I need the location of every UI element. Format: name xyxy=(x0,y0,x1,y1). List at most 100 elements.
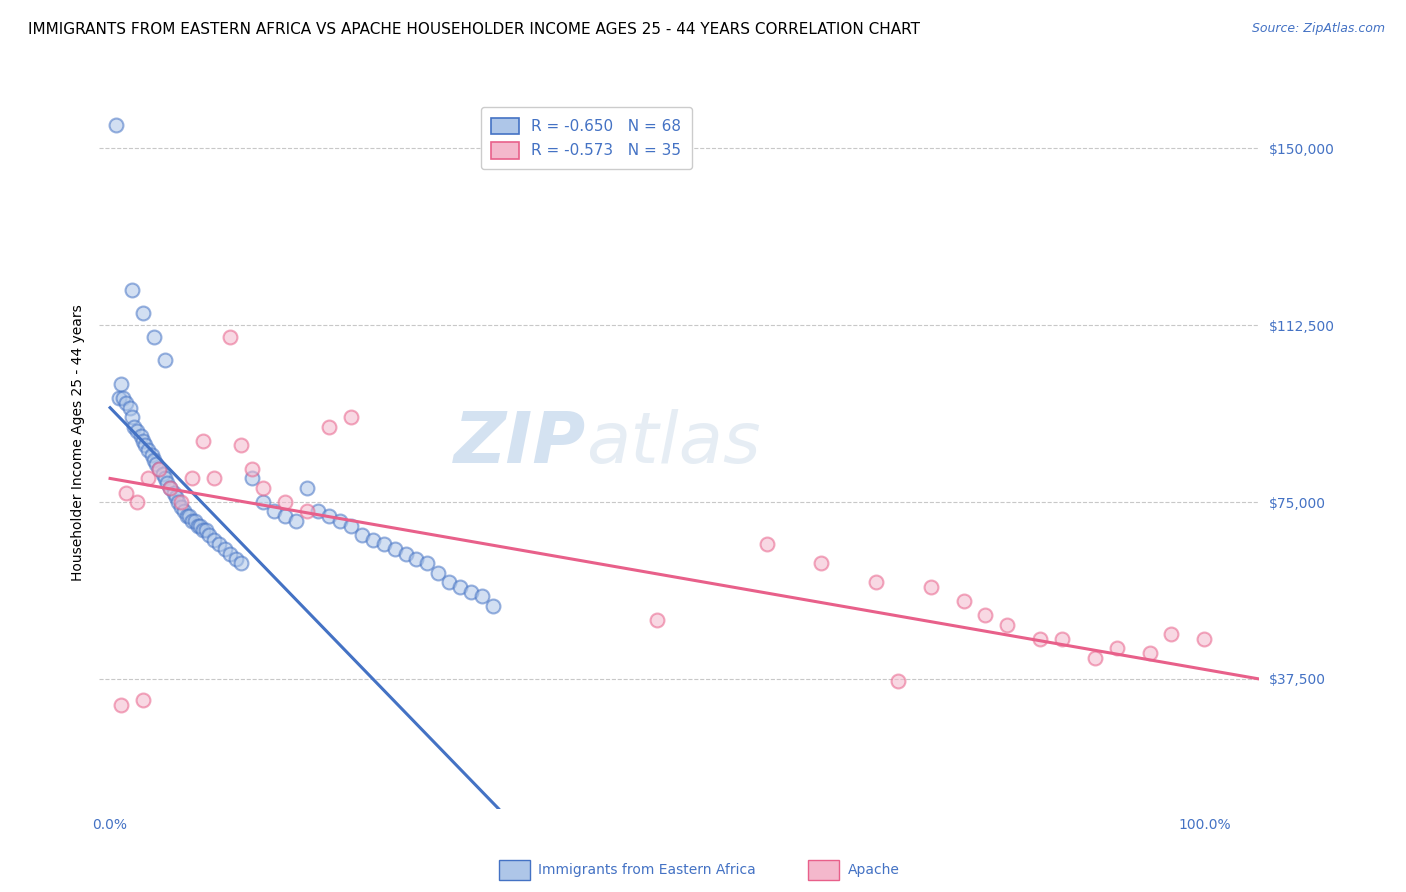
Legend: R = -0.650   N = 68, R = -0.573   N = 35: R = -0.650 N = 68, R = -0.573 N = 35 xyxy=(481,107,692,169)
Point xyxy=(482,599,505,613)
Point xyxy=(645,613,668,627)
Point xyxy=(132,693,155,707)
Text: Apache: Apache xyxy=(848,863,900,877)
Point xyxy=(427,566,450,580)
Point xyxy=(405,551,427,566)
Point xyxy=(173,504,195,518)
Point xyxy=(214,542,236,557)
Point xyxy=(219,330,242,344)
Point xyxy=(329,514,352,528)
Point xyxy=(865,575,887,590)
Point xyxy=(159,481,181,495)
Point xyxy=(231,438,253,452)
Point xyxy=(134,438,156,452)
Text: ZIP: ZIP xyxy=(454,409,586,477)
Point xyxy=(138,443,160,458)
Point xyxy=(340,518,363,533)
Point xyxy=(350,528,373,542)
Point xyxy=(449,580,471,594)
Point xyxy=(142,452,165,467)
Point xyxy=(108,391,131,405)
Point xyxy=(162,485,184,500)
Point xyxy=(952,594,974,608)
Point xyxy=(145,458,167,472)
Point xyxy=(159,481,181,495)
Point xyxy=(170,495,193,509)
Point xyxy=(181,471,204,485)
Point xyxy=(285,514,308,528)
Point xyxy=(384,542,406,557)
Point xyxy=(104,118,127,132)
Point xyxy=(176,509,198,524)
Point xyxy=(177,509,200,524)
Point xyxy=(110,377,132,392)
Point xyxy=(112,391,135,405)
Point xyxy=(1105,641,1128,656)
Point xyxy=(153,353,176,368)
Point xyxy=(121,283,143,297)
Point xyxy=(127,424,149,438)
Point xyxy=(122,419,145,434)
Point xyxy=(132,306,155,320)
Point xyxy=(142,330,165,344)
Point xyxy=(373,537,395,551)
Point xyxy=(1050,632,1073,646)
Point xyxy=(208,537,231,551)
Point xyxy=(295,504,318,518)
Point xyxy=(1084,650,1107,665)
Text: Source: ZipAtlas.com: Source: ZipAtlas.com xyxy=(1251,22,1385,36)
Point xyxy=(252,481,274,495)
Point xyxy=(152,467,174,481)
Point xyxy=(1029,632,1052,646)
Point xyxy=(887,674,910,689)
Y-axis label: Householder Income Ages 25 - 44 years: Householder Income Ages 25 - 44 years xyxy=(72,305,86,582)
Point xyxy=(439,575,461,590)
Point xyxy=(202,471,225,485)
Point xyxy=(263,504,285,518)
Point xyxy=(191,524,214,538)
Point xyxy=(165,491,187,505)
Point xyxy=(129,429,152,443)
Point xyxy=(974,608,997,623)
Point xyxy=(110,698,132,712)
Text: atlas: atlas xyxy=(586,409,761,477)
Point xyxy=(141,448,163,462)
Point xyxy=(138,471,160,485)
Point xyxy=(127,495,149,509)
Point xyxy=(115,396,138,410)
Point xyxy=(132,434,155,448)
Point xyxy=(197,528,219,542)
Point xyxy=(153,471,176,485)
Point xyxy=(115,485,138,500)
Point xyxy=(471,590,494,604)
Point xyxy=(295,481,318,495)
Point xyxy=(121,410,143,425)
Point xyxy=(1160,627,1182,641)
Text: IMMIGRANTS FROM EASTERN AFRICA VS APACHE HOUSEHOLDER INCOME AGES 25 - 44 YEARS C: IMMIGRANTS FROM EASTERN AFRICA VS APACHE… xyxy=(28,22,920,37)
Point xyxy=(167,495,190,509)
Point xyxy=(318,509,340,524)
Point xyxy=(307,504,329,518)
Point xyxy=(170,500,193,514)
Point xyxy=(191,434,214,448)
Point xyxy=(188,518,211,533)
Point xyxy=(460,584,482,599)
Point xyxy=(184,514,207,528)
Point xyxy=(252,495,274,509)
Point xyxy=(148,462,170,476)
Point xyxy=(1194,632,1216,646)
Point xyxy=(240,462,263,476)
Point xyxy=(225,551,247,566)
Point xyxy=(394,547,416,561)
Point xyxy=(240,471,263,485)
Point xyxy=(195,524,218,538)
Point xyxy=(274,495,297,509)
Point xyxy=(920,580,942,594)
Point xyxy=(148,462,170,476)
Point xyxy=(361,533,384,547)
Point xyxy=(810,557,832,571)
Text: Immigrants from Eastern Africa: Immigrants from Eastern Africa xyxy=(538,863,756,877)
Point xyxy=(340,410,363,425)
Point xyxy=(219,547,242,561)
Point xyxy=(231,557,253,571)
